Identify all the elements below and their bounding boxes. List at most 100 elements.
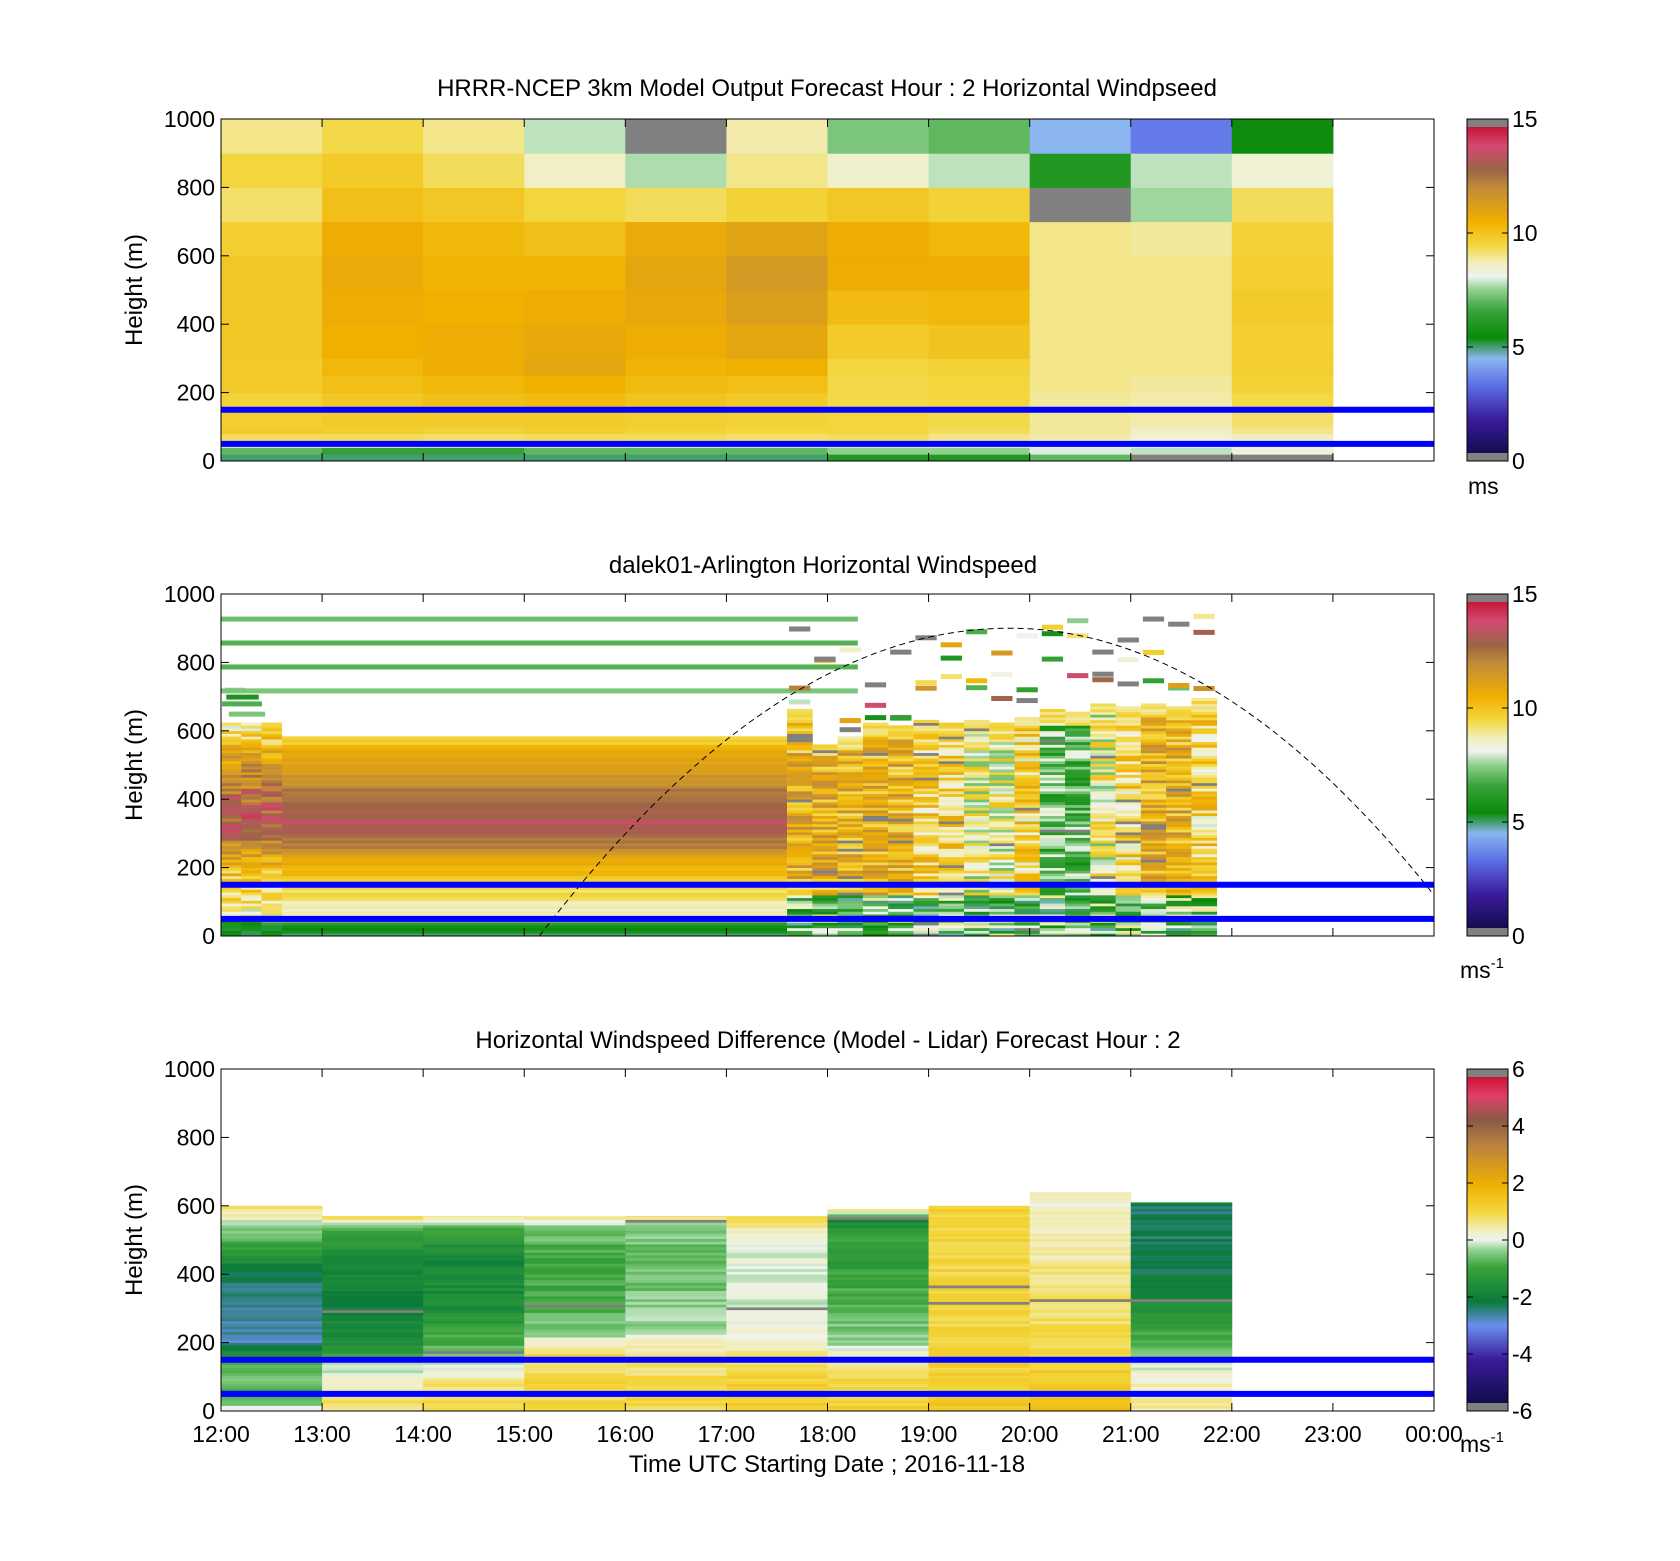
heatmap-cell bbox=[1166, 801, 1192, 806]
heatmap-cell bbox=[241, 752, 262, 756]
panel-model-colorbar-unit-base: ms bbox=[1468, 473, 1499, 499]
heatmap-cell bbox=[1065, 790, 1091, 795]
heatmap-cell bbox=[1166, 736, 1192, 740]
heatmap-cell bbox=[938, 840, 965, 844]
heatmap-cell bbox=[261, 758, 283, 762]
heatmap-cell bbox=[1117, 681, 1139, 687]
heatmap-cell bbox=[322, 454, 424, 461]
heatmap-cell bbox=[423, 1307, 525, 1311]
heatmap-cell bbox=[726, 255, 828, 291]
heatmap-cell bbox=[241, 788, 262, 792]
heatmap-cell bbox=[1115, 752, 1142, 756]
heatmap-cell bbox=[1115, 790, 1142, 795]
heatmap-cell bbox=[261, 922, 283, 926]
heatmap-cell bbox=[1140, 749, 1167, 754]
heatmap-cell bbox=[625, 1276, 727, 1281]
heatmap-cell bbox=[1191, 878, 1218, 882]
heatmap-cell bbox=[1166, 717, 1192, 721]
heatmap-cell bbox=[625, 1301, 727, 1305]
heatmap-cell bbox=[221, 821, 242, 825]
heatmap-cell bbox=[913, 878, 940, 882]
heatmap-cell bbox=[928, 1375, 1031, 1379]
heatmap-cell bbox=[888, 744, 914, 748]
heatmap-cell bbox=[928, 1408, 1031, 1411]
heatmap-cell bbox=[1115, 875, 1142, 879]
heatmap-cell bbox=[1191, 807, 1218, 811]
heatmap-cell bbox=[1115, 799, 1142, 803]
heatmap-cell bbox=[837, 864, 864, 868]
heatmap-cell bbox=[726, 1274, 828, 1278]
heatmap-cell bbox=[812, 867, 839, 871]
colorbar-tick-label: 6 bbox=[1512, 1056, 1525, 1082]
heatmap-cell bbox=[862, 807, 889, 811]
heatmap-cell bbox=[787, 834, 813, 838]
heatmap-cell bbox=[837, 856, 864, 860]
heatmap-cell bbox=[221, 1260, 323, 1264]
heatmap-cell bbox=[625, 409, 727, 428]
heatmap-cell bbox=[322, 221, 424, 257]
heatmap-cell bbox=[423, 1331, 525, 1335]
heatmap-cell bbox=[221, 780, 242, 784]
heatmap-cell bbox=[1191, 914, 1218, 918]
heatmap-cell bbox=[322, 1350, 424, 1354]
heatmap-cell bbox=[913, 722, 940, 726]
heatmap-cell bbox=[1115, 845, 1142, 849]
heatmap-cell bbox=[1231, 426, 1334, 435]
heatmap-cell bbox=[322, 1257, 424, 1261]
heatmap-cell bbox=[913, 788, 940, 792]
heatmap-cell bbox=[423, 409, 525, 428]
heatmap-cell bbox=[862, 864, 889, 868]
heatmap-cell bbox=[888, 749, 914, 754]
heatmap-cell bbox=[787, 744, 813, 748]
heatmap-cell bbox=[1191, 870, 1218, 874]
heatmap-cell bbox=[827, 1400, 929, 1404]
heatmap-cell bbox=[281, 900, 788, 904]
heatmap-cell bbox=[625, 324, 727, 359]
heatmap-cell bbox=[913, 875, 940, 879]
heatmap-cell bbox=[726, 1380, 828, 1385]
heatmap-cell bbox=[787, 867, 813, 871]
heatmap-cell bbox=[1140, 815, 1167, 819]
heatmap-cell bbox=[1231, 324, 1334, 359]
heatmap-cell bbox=[726, 1249, 828, 1253]
heatmap-cell bbox=[1065, 771, 1091, 775]
heatmap-cell bbox=[789, 626, 811, 632]
heatmap-cell bbox=[888, 900, 914, 904]
heatmap-cell bbox=[938, 804, 965, 808]
heatmap-cell bbox=[625, 1265, 727, 1270]
heatmap-cell bbox=[281, 862, 788, 866]
heatmap-cell bbox=[1014, 829, 1041, 833]
heatmap-cell bbox=[1039, 708, 1066, 713]
heatmap-cell bbox=[888, 933, 914, 936]
heatmap-cell bbox=[1029, 1397, 1132, 1401]
heatmap-cell bbox=[827, 119, 930, 154]
heatmap-cell bbox=[837, 840, 864, 844]
heatmap-cell bbox=[1130, 1263, 1233, 1267]
y-tick-label: 200 bbox=[177, 855, 215, 881]
heatmap-cell bbox=[221, 1238, 323, 1242]
heatmap-cell bbox=[862, 925, 889, 929]
heatmap-cell bbox=[241, 832, 262, 836]
heatmap-cell bbox=[814, 656, 836, 662]
heatmap-cell bbox=[787, 752, 813, 756]
heatmap-cell bbox=[1065, 752, 1091, 756]
heatmap-cell bbox=[837, 911, 864, 915]
heatmap-cell bbox=[888, 730, 914, 734]
heatmap-cell bbox=[913, 785, 940, 789]
heatmap-cell bbox=[989, 818, 1015, 822]
heatmap-cell bbox=[281, 903, 788, 907]
heatmap-cell bbox=[1130, 1307, 1233, 1311]
heatmap-cell bbox=[241, 741, 262, 745]
heatmap-cell bbox=[221, 1301, 323, 1305]
heatmap-cell bbox=[1029, 1235, 1132, 1240]
heatmap-cell bbox=[1090, 752, 1116, 756]
heatmap-cell bbox=[1029, 221, 1132, 257]
heatmap-cell bbox=[1039, 714, 1066, 718]
heatmap-cell bbox=[524, 1405, 626, 1409]
heatmap-cell bbox=[963, 725, 990, 729]
heatmap-cell bbox=[963, 848, 990, 852]
heatmap-cell bbox=[221, 911, 242, 915]
heatmap-cell bbox=[837, 832, 864, 836]
